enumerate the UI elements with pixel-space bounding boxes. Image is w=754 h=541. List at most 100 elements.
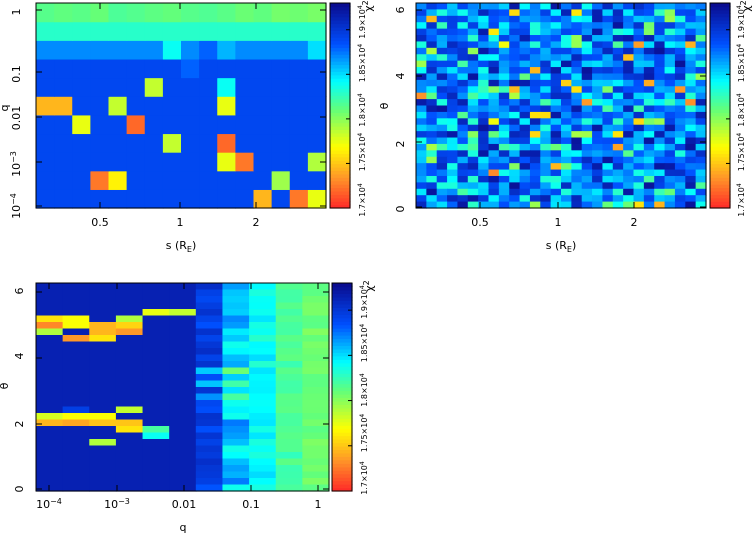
- panel-2-cell-14-19: [612, 92, 624, 100]
- panel-1-cell-2-9: [199, 152, 218, 172]
- panel-2-cell-1-8: [498, 9, 510, 17]
- panel-3-cb-tick-17500: 1.75×104: [359, 414, 369, 453]
- panel-3-xtick-1: 1: [315, 498, 322, 511]
- panel-2-cell-1-3: [447, 9, 459, 17]
- panel-2-cell-1-7: [488, 9, 500, 17]
- panel-1-colorbar-band-55: [330, 16, 351, 21]
- panel-2-cell-18-6: [478, 118, 490, 126]
- panel-1-cell-7-11: [235, 58, 255, 79]
- panel-1-cell-10-1: [54, 3, 73, 23]
- panel-3-cell-7-9: [275, 328, 303, 336]
- panel-2-cell-28-24: [664, 182, 676, 190]
- panel-3-cell-23-7: [222, 432, 250, 440]
- panel-2-cell-25-4: [457, 163, 469, 171]
- panel-1-cell-2-12: [253, 152, 273, 172]
- panel-2-cell-10-27: [695, 67, 707, 75]
- panel-2-cell-24-1: [426, 156, 438, 164]
- panel-2-cell-24-19: [612, 156, 624, 164]
- panel-3-cell-19-2: [89, 406, 117, 414]
- panel-2-cell-22-1: [426, 143, 438, 151]
- panel-3-cell-19-1: [62, 406, 90, 414]
- panel-2-colorbar-band-9: [710, 173, 731, 178]
- panel-1-cell-5-7: [162, 96, 182, 116]
- panel-3-ytick-0: 0: [13, 486, 26, 493]
- panel-2-cell-13-26: [685, 86, 697, 94]
- panel-3-cell-20-10: [302, 413, 330, 421]
- panel-2-cell-12-13: [550, 79, 562, 87]
- panel-2-colorbar-band-49: [710, 37, 731, 42]
- panel-2-cell-24-3: [447, 156, 459, 164]
- panel-2-cell-28-20: [623, 182, 635, 190]
- panel-2-colorbar-band-45: [710, 50, 731, 55]
- panel-3-cell-2-5: [169, 296, 197, 304]
- panel-2-colorbar-band-13: [710, 160, 731, 165]
- panel-2-cell-12-9: [509, 79, 521, 87]
- panel-2-colorbar-band-7: [710, 180, 731, 185]
- panel-2-cell-9-26: [685, 60, 697, 68]
- panel-2-cell-1-18: [602, 9, 614, 17]
- panel-1-colorbar-ticks: [346, 29, 350, 209]
- panel-2-cell-5-27: [695, 35, 707, 43]
- panel-2-cell-20-1: [426, 131, 438, 139]
- panel-2-cell-17-11: [529, 111, 541, 119]
- panel-2-cell-27-13: [550, 175, 562, 183]
- panel-2-cell-30-27: [695, 195, 707, 203]
- panel-2-cell-15-9: [509, 99, 521, 107]
- panel-2-cell-29-18: [602, 188, 614, 196]
- panel-3-cell-26-0: [36, 452, 64, 460]
- panel-2-cell-25-3: [447, 163, 459, 171]
- panel-2-cell-7-2: [436, 47, 448, 55]
- panel-3-colorbar-band-47: [332, 324, 353, 329]
- panel-2-cell-31-17: [592, 201, 604, 209]
- panel-2-cell-22-23: [654, 143, 666, 151]
- panel-2-cell-30-1: [426, 195, 438, 203]
- panel-3-cell-19-10: [302, 406, 330, 414]
- panel-3-cell-30-8: [249, 478, 277, 486]
- panel-2-cell-3-23: [654, 22, 666, 30]
- panel-3-cell-2-8: [249, 296, 277, 304]
- panel-2-cell-15-1: [426, 99, 438, 107]
- panel-3-colorbar-band-49: [332, 317, 353, 322]
- panel-2-cell-1-11: [529, 9, 541, 17]
- panel-2-cell-0-11: [529, 3, 541, 11]
- panel-2-cell-13-16: [581, 86, 593, 94]
- panel-2-cell-21-2: [436, 137, 448, 145]
- panel-3-cell-4-2: [89, 309, 117, 317]
- panel-1-cell-6-7: [162, 77, 182, 97]
- panel-2-cell-12-21: [633, 79, 645, 87]
- panel-2-cell-18-13: [550, 118, 562, 126]
- panel-2-cell-4-23: [654, 28, 666, 36]
- panel-2-cell-18-4: [457, 118, 469, 126]
- panel-3-cell-17-9: [275, 393, 303, 401]
- panel-1-cell-9-8: [181, 21, 200, 41]
- panel-2-ylabel: θ: [378, 102, 391, 109]
- panel-1-cell-0-9: [199, 189, 218, 209]
- panel-2-cell-12-22: [643, 79, 655, 87]
- panel-3-cell-17-1: [62, 393, 90, 401]
- panel-2-cell-11-9: [509, 73, 521, 81]
- panel-2-cell-31-6: [478, 201, 490, 209]
- panel-2-cell-5-2: [436, 35, 448, 43]
- panel-2-cell-25-21: [633, 163, 645, 171]
- panel-2-cell-5-1: [426, 35, 438, 43]
- panel-2-colorbar-band-40: [710, 67, 731, 72]
- panel-2-cell-2-18: [602, 15, 614, 23]
- panel-3-cell-0-9: [275, 283, 303, 291]
- panel-1-cell-10-5: [126, 3, 146, 23]
- panel-3-cell-29-10: [302, 471, 330, 479]
- panel-2-cell-10-8: [498, 67, 510, 75]
- panel-1-cb-tick-17500: 1.75×104: [357, 133, 367, 172]
- panel-1-ytick-0.01: 0.01: [10, 106, 23, 131]
- panel-2-cell-7-12: [540, 47, 552, 55]
- panel-1-cell-5-14: [289, 96, 309, 116]
- panel-2-cell-28-3: [447, 182, 459, 190]
- panel-2-cell-7-4: [457, 47, 469, 55]
- panel-2-cell-11-27: [695, 73, 707, 81]
- panel-3-cell-28-5: [169, 465, 197, 473]
- panel-1-xlabel: s (RE): [166, 239, 197, 254]
- panel-2-cell-26-27: [695, 169, 707, 177]
- panel-3-colorbar-band-32: [332, 376, 353, 381]
- panel-2-cell-6-15: [571, 41, 583, 49]
- panel-2-cell-29-21: [633, 188, 645, 196]
- panel-1-cell-5-5: [126, 96, 146, 116]
